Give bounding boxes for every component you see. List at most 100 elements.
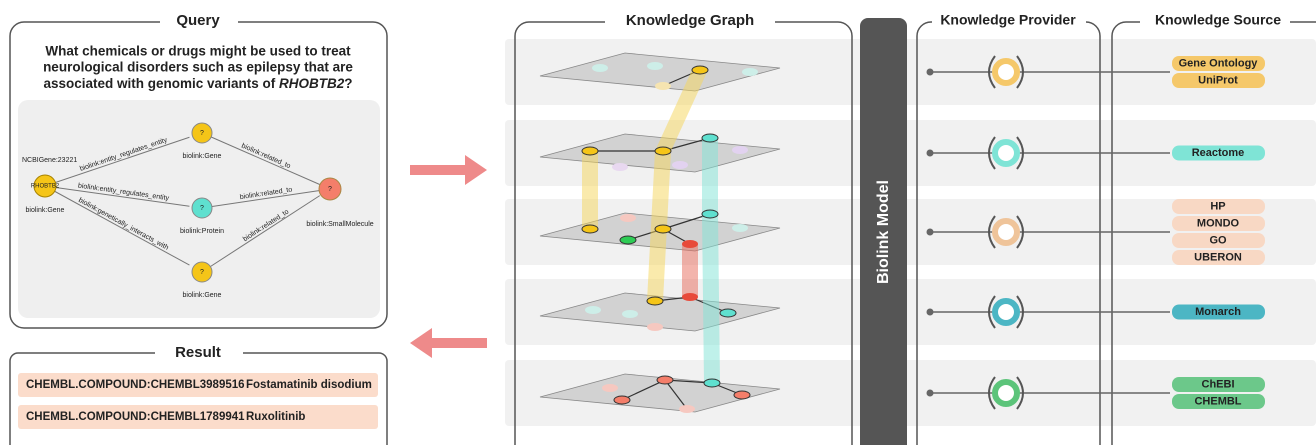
- result-name: Ruxolitinib: [246, 411, 305, 423]
- node-label: ?: [200, 269, 204, 276]
- source-name: MONDO: [1197, 217, 1240, 229]
- edge: [44, 185, 190, 266]
- node: [33, 174, 57, 198]
- source-name: Gene Ontology: [1179, 57, 1259, 69]
- question-term: RHOBTB2: [279, 76, 345, 91]
- layer-plane: [539, 292, 781, 332]
- result-row: [18, 405, 378, 429]
- provider-ring: [992, 298, 1020, 326]
- layer-link: [655, 70, 708, 151]
- kg-node: [682, 293, 698, 301]
- kg-node: [592, 64, 608, 72]
- provider-rows: Gene Ontology UniProt Reactome HP MONDO GO UBE…: [926, 55, 1265, 410]
- kg-node: [682, 240, 698, 248]
- kg-node: [691, 65, 709, 75]
- bracket: [988, 376, 1024, 410]
- kg-node: [581, 224, 599, 234]
- result-name: Fostamatinib disodium: [246, 379, 372, 391]
- source-pill: [1172, 56, 1265, 71]
- kg-node: [701, 133, 719, 143]
- node-label: RHOBTB2: [31, 184, 60, 190]
- node-type: biolink:SmallMolecule: [306, 221, 373, 228]
- node: [191, 197, 213, 219]
- node: [191, 122, 213, 144]
- provider-ring: [992, 139, 1020, 167]
- kg-node: [742, 68, 758, 76]
- kg-node: [620, 214, 636, 222]
- provider-ring: [992, 218, 1020, 246]
- result-id: CHEMBL.COMPOUND:CHEMBL1789941: [26, 411, 245, 423]
- node: [191, 261, 213, 283]
- source-pill: [1172, 304, 1265, 320]
- source-pill: [1172, 145, 1265, 161]
- arrow-left: [410, 328, 487, 358]
- kg-node: [732, 146, 748, 154]
- bracket: [988, 215, 1024, 249]
- source-pill: [1172, 377, 1265, 392]
- kg-node: [585, 306, 601, 314]
- node-type: biolink:Gene: [183, 292, 222, 299]
- provider-ring: [992, 379, 1020, 407]
- kg-node: [654, 146, 672, 156]
- kg-node: [719, 308, 737, 318]
- source-name: UniProt: [1198, 74, 1238, 86]
- kg-node: [619, 235, 637, 245]
- endpoint: [926, 308, 934, 316]
- endpoint: [926, 389, 934, 397]
- kg-layers: [539, 52, 781, 413]
- result-list: CHEMBL.COMPOUND:CHEMBL3989516 Fostamatini…: [18, 373, 378, 429]
- result-title: Result: [175, 344, 221, 361]
- layer-edge: [664, 379, 688, 410]
- node-label: ?: [328, 186, 332, 193]
- source-pill: [1172, 199, 1265, 214]
- source-name: Monarch: [1195, 306, 1241, 318]
- biolink-bar: [860, 18, 907, 445]
- result-box: [9, 352, 388, 445]
- source-name: CHEMBL: [1194, 395, 1241, 407]
- kg-node: [622, 310, 638, 318]
- edge: [44, 136, 190, 187]
- bracket: [988, 295, 1024, 329]
- kg-node: [679, 405, 695, 413]
- layer-link: [682, 244, 698, 297]
- layer-link: [702, 138, 718, 214]
- edge: [201, 132, 320, 185]
- layer-edge: [621, 379, 666, 401]
- kg-node: [646, 296, 664, 306]
- endpoint: [926, 149, 934, 157]
- node-id: NCBIGene:23221: [22, 157, 77, 164]
- layer-link: [702, 214, 720, 383]
- kg-node: [656, 375, 674, 385]
- question-line: neurological disorders such as epilepsy …: [43, 60, 353, 75]
- source-pill: [1172, 394, 1265, 409]
- row-band: [505, 39, 1316, 105]
- node-label: ?: [200, 130, 204, 137]
- kg-node: [701, 209, 719, 219]
- kg-node: [732, 224, 748, 232]
- kg-node: [612, 163, 628, 171]
- source-name: Reactome: [1192, 147, 1245, 159]
- node-type: biolink:Gene: [26, 207, 65, 214]
- kg-node: [703, 378, 721, 388]
- question-line: associated with genomic variants of RHOB…: [43, 76, 352, 91]
- edge: [201, 190, 320, 209]
- kg-node: [655, 82, 671, 90]
- edge: [201, 195, 321, 273]
- source-name: HP: [1210, 200, 1225, 212]
- question-text: associated with genomic variants of: [43, 76, 279, 91]
- bracket: [988, 55, 1024, 89]
- node-type: biolink:Gene: [183, 153, 222, 160]
- result-row: [18, 373, 378, 397]
- question-end: ?: [344, 76, 352, 91]
- node-type: biolink:Protein: [180, 228, 224, 235]
- title-gap: [1140, 12, 1290, 30]
- question-line: What chemicals or drugs might be used to…: [45, 44, 351, 59]
- source-name: GO: [1209, 234, 1227, 246]
- title-gap: [160, 12, 238, 30]
- result-id: CHEMBL.COMPOUND:CHEMBL3989516: [26, 379, 245, 391]
- kg-node: [647, 323, 663, 331]
- edge: [44, 185, 190, 207]
- provider-title: Knowledge Provider: [940, 12, 1076, 28]
- endpoint: [926, 68, 934, 76]
